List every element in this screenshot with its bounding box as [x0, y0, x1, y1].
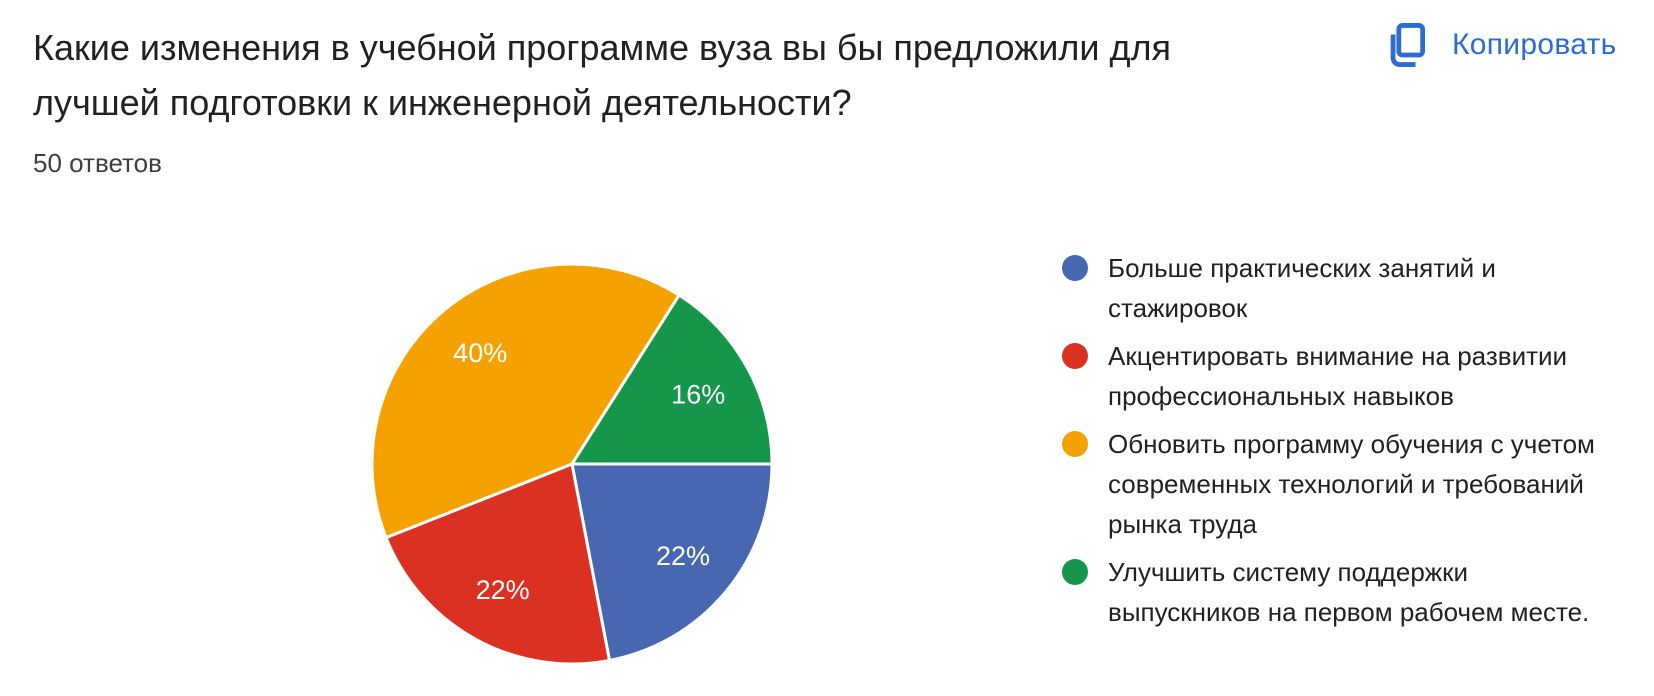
- legend-item: Больше практических занятий и стажировок: [1062, 248, 1602, 328]
- copy-button[interactable]: Копировать: [1384, 22, 1617, 68]
- legend-swatch: [1062, 255, 1088, 281]
- legend-label: Больше практических занятий и стажировок: [1108, 253, 1496, 323]
- slice-percent-label: 22%: [656, 541, 710, 571]
- legend-label: Акцентировать внимание на развитии профе…: [1108, 341, 1568, 411]
- pie-slice[interactable]: [384, 462, 611, 666]
- legend-item: Акцентировать внимание на развитии профе…: [1062, 336, 1602, 416]
- legend-swatch: [1062, 343, 1088, 369]
- slice-percent-label: 16%: [671, 380, 725, 410]
- slice-percent-label: 22%: [476, 575, 530, 605]
- pie-chart: 22% 22% 40% 16%: [370, 262, 774, 666]
- question-title: Какие изменения в учебной программе вуза…: [33, 27, 1171, 123]
- pie-slice[interactable]: [570, 462, 774, 662]
- slice-percent-label: 40%: [453, 338, 507, 368]
- copy-button-label: Копировать: [1452, 28, 1617, 61]
- legend-item: Улучшить систему поддержки выпускников н…: [1062, 552, 1602, 632]
- legend-swatch: [1062, 431, 1088, 457]
- legend-label: Обновить программу обучения с учетом сов…: [1108, 429, 1595, 539]
- pie-slice[interactable]: [570, 293, 774, 466]
- legend-swatch: [1062, 559, 1088, 585]
- legend: Больше практических занятий и стажировок…: [1062, 248, 1602, 640]
- copy-icon: [1384, 22, 1426, 68]
- responses-count: 50 ответов: [33, 148, 162, 178]
- legend-item: Обновить программу обучения с учетом сов…: [1062, 424, 1602, 544]
- pie-slice[interactable]: [370, 262, 681, 540]
- legend-label: Улучшить систему поддержки выпускников н…: [1108, 557, 1590, 627]
